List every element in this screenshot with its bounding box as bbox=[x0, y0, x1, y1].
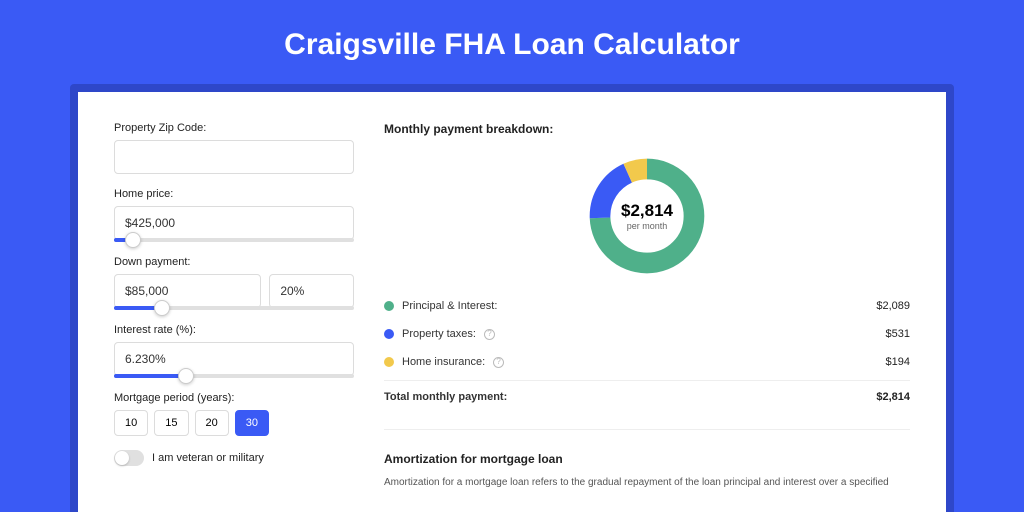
interest-rate-slider[interactable] bbox=[114, 374, 354, 378]
calculator-card: Property Zip Code: Home price: Down paym… bbox=[78, 92, 946, 512]
breakdown-column: Monthly payment breakdown: $2,814 per mo… bbox=[384, 122, 910, 512]
veteran-row: I am veteran or military bbox=[114, 450, 354, 466]
legend-label: Property taxes: bbox=[402, 328, 476, 340]
legend-dot bbox=[384, 301, 394, 311]
total-value: $2,814 bbox=[876, 391, 910, 403]
amortization-title: Amortization for mortgage loan bbox=[384, 452, 910, 466]
legend-label: Home insurance: bbox=[402, 356, 485, 368]
total-row: Total monthly payment: $2,814 bbox=[384, 380, 910, 411]
veteran-toggle[interactable] bbox=[114, 450, 144, 466]
form-column: Property Zip Code: Home price: Down paym… bbox=[114, 122, 354, 512]
amortization-text: Amortization for a mortgage loan refers … bbox=[384, 476, 910, 490]
down-payment-field: Down payment: bbox=[114, 256, 354, 310]
period-button-30[interactable]: 30 bbox=[235, 410, 269, 436]
info-icon[interactable]: ? bbox=[493, 357, 504, 368]
legend: Principal & Interest: $2,089 Property taxe… bbox=[384, 292, 910, 376]
divider bbox=[384, 429, 910, 430]
home-price-input[interactable] bbox=[114, 206, 354, 240]
zip-field: Property Zip Code: bbox=[114, 122, 354, 174]
interest-rate-label: Interest rate (%): bbox=[114, 324, 354, 336]
legend-value: $2,089 bbox=[876, 300, 910, 312]
down-payment-pct-input[interactable] bbox=[269, 274, 354, 308]
donut-amount: $2,814 bbox=[621, 201, 673, 221]
card-shadow: Property Zip Code: Home price: Down paym… bbox=[70, 84, 954, 512]
legend-dot bbox=[384, 357, 394, 367]
period-button-15[interactable]: 15 bbox=[154, 410, 188, 436]
legend-dot bbox=[384, 329, 394, 339]
mortgage-period-label: Mortgage period (years): bbox=[114, 392, 354, 404]
interest-rate-input[interactable] bbox=[114, 342, 354, 376]
zip-label: Property Zip Code: bbox=[114, 122, 354, 134]
period-button-10[interactable]: 10 bbox=[114, 410, 148, 436]
donut-sub-label: per month bbox=[627, 221, 668, 231]
donut-chart: $2,814 per month bbox=[585, 154, 709, 278]
veteran-label: I am veteran or military bbox=[152, 452, 264, 464]
home-price-field: Home price: bbox=[114, 188, 354, 242]
legend-label: Principal & Interest: bbox=[402, 300, 497, 312]
info-icon[interactable]: ? bbox=[484, 329, 495, 340]
donut-chart-wrap: $2,814 per month bbox=[384, 146, 910, 292]
down-payment-input[interactable] bbox=[114, 274, 261, 308]
mortgage-period-field: Mortgage period (years): 1015 2030 bbox=[114, 392, 354, 436]
total-label: Total monthly payment: bbox=[384, 391, 507, 403]
zip-input[interactable] bbox=[114, 140, 354, 174]
legend-row: Principal & Interest: $2,089 bbox=[384, 292, 910, 320]
breakdown-title: Monthly payment breakdown: bbox=[384, 122, 910, 136]
down-payment-label: Down payment: bbox=[114, 256, 354, 268]
legend-row: Property taxes:? $531 bbox=[384, 320, 910, 348]
down-payment-slider[interactable] bbox=[114, 306, 354, 310]
period-button-group: 1015 2030 bbox=[114, 410, 354, 436]
legend-value: $531 bbox=[886, 328, 910, 340]
legend-value: $194 bbox=[886, 356, 910, 368]
page-title: Craigsville FHA Loan Calculator bbox=[0, 0, 1024, 84]
home-price-slider[interactable] bbox=[114, 238, 354, 242]
period-button-20[interactable]: 20 bbox=[195, 410, 229, 436]
legend-row: Home insurance:? $194 bbox=[384, 348, 910, 376]
interest-rate-field: Interest rate (%): bbox=[114, 324, 354, 378]
home-price-label: Home price: bbox=[114, 188, 354, 200]
